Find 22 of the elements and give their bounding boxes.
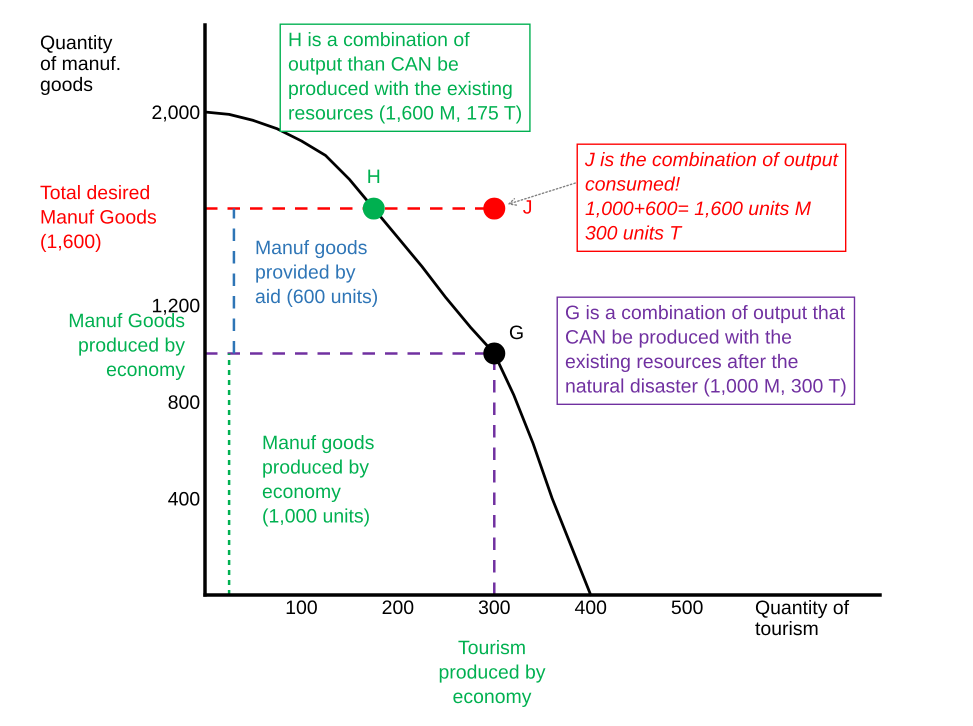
y-tick-label: 800 — [168, 395, 200, 410]
series-label: G — [510, 325, 523, 340]
annotation: G is a combination of output that CAN be produced with the existing resources after the natural disaster (1,000 M, 300 T) — [566, 305, 846, 397]
annotation: H is a combination of output than CAN be produced with the existing resources (1,600 M, 175 T) — [288, 32, 521, 124]
text: Total desired Manuf Goods (1,600) — [40, 185, 156, 252]
x-tick-label: 400 — [574, 600, 606, 614]
y-tick-label: 1,200 — [152, 298, 200, 315]
y-axis-title: Quantity of manuf. goods — [40, 35, 120, 96]
x-tick-label: 200 — [382, 600, 414, 614]
annotation: J is the combination of output consumed! 1,000+600= 1,600 units M 300 units T — [584, 152, 839, 240]
annotation: Manuf goods provided by aid (600 units) — [256, 240, 378, 308]
series-label: J — [523, 200, 532, 214]
x-tick-label: 100 — [286, 600, 317, 614]
y-tick-label: 400 — [168, 492, 200, 506]
annotation: Manuf goods produced by economy (1,000 units) — [262, 435, 374, 527]
series-label: H — [368, 170, 380, 184]
x-axis-title: Quantity of tourism — [755, 600, 850, 636]
text: Tourism produced by economy — [440, 640, 546, 708]
x-tick-label: 500 — [672, 600, 703, 614]
y-tick-label: 2,000 — [152, 105, 200, 122]
text: Manuf Goods produced by economy — [70, 313, 185, 380]
x-tick-label: 300 — [478, 600, 510, 614]
